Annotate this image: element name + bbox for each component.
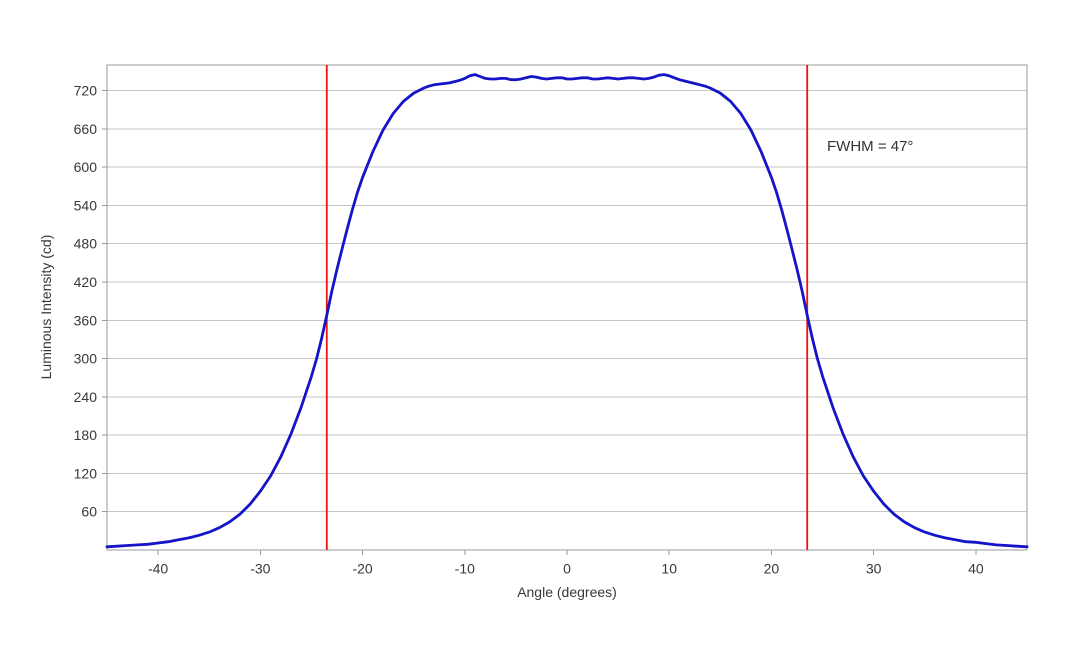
y-tick-label: 60: [81, 504, 97, 520]
y-tick-label: 720: [74, 83, 98, 99]
x-tick-label: -40: [148, 560, 168, 576]
x-tick-label: 30: [866, 560, 882, 576]
y-tick-label: 660: [74, 121, 98, 137]
x-tick-label: 20: [764, 560, 780, 576]
x-tick-label: 0: [563, 560, 571, 576]
fwhm-annotation: FWHM = 47°: [827, 138, 914, 155]
x-tick-label: -10: [455, 560, 475, 576]
x-tick-label: 10: [661, 560, 677, 576]
y-tick-label: 420: [74, 274, 98, 290]
y-tick-label: 180: [74, 427, 98, 443]
x-axis-title: Angle (degrees): [517, 584, 617, 600]
y-axis-title: Luminous Intensity (cd): [38, 234, 54, 380]
plot-border: [106, 64, 1028, 551]
x-tick-label: -30: [250, 560, 270, 576]
x-tick-label: 40: [968, 560, 984, 576]
y-tick-label: 240: [74, 389, 98, 405]
y-tick-label: 120: [74, 465, 98, 481]
y-tick-label: 540: [74, 197, 98, 213]
y-tick-label: 300: [74, 351, 98, 367]
y-tick-label: 480: [74, 236, 98, 252]
x-tick-label: -20: [352, 560, 372, 576]
intensity-curve: [105, 73, 1029, 549]
y-tick-label: 600: [74, 159, 98, 175]
y-tick-label: 360: [74, 312, 98, 328]
